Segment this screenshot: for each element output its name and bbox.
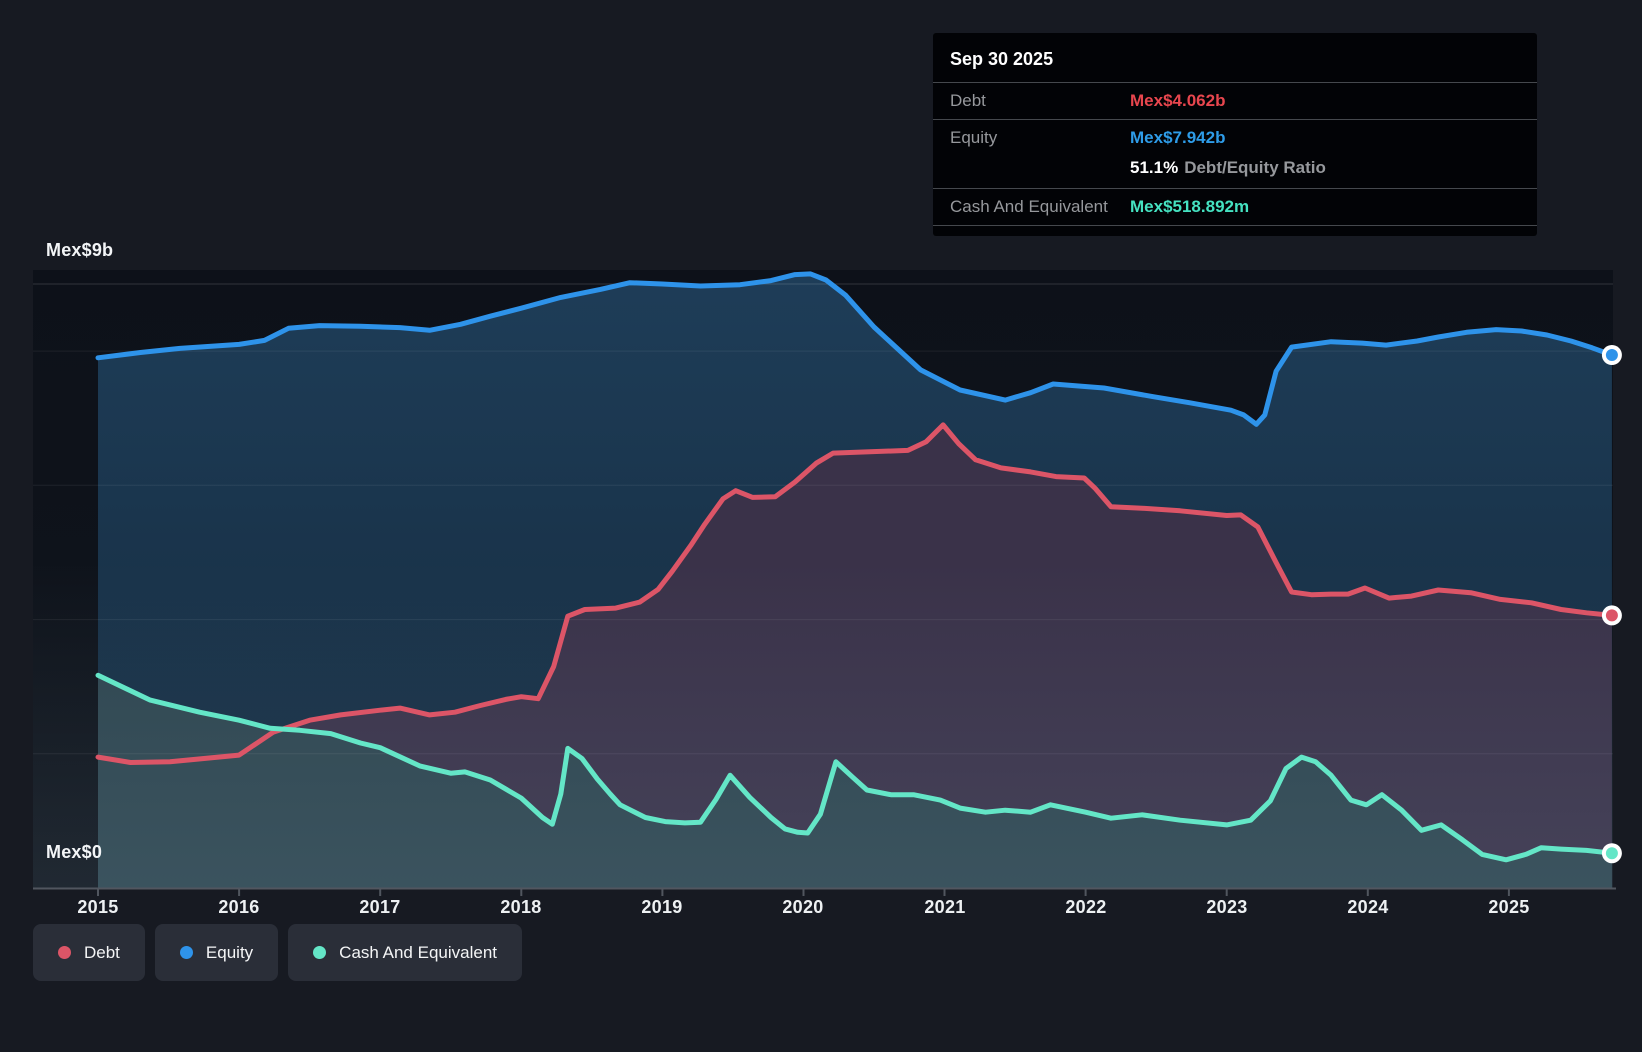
y-axis-max-label: Mex$9b: [46, 240, 114, 260]
tooltip-debt-label: Debt: [950, 91, 986, 110]
equity-legend-dot-icon: [179, 946, 193, 959]
x-tick-label-2016: 2016: [218, 897, 260, 917]
tooltip-row-cash: Cash And Equivalent Mex$518.892m: [933, 188, 1537, 226]
tooltip-row-ratio: 51.1% Debt/Equity Ratio: [933, 156, 1537, 188]
equity-endpoint-dot-inner: [1605, 349, 1618, 361]
x-tick-label-2017: 2017: [359, 897, 401, 917]
bottom-haze: [33, 560, 1613, 888]
cash-and-equivalent-line: [95, 672, 1615, 863]
x-tick-label-2025: 2025: [1488, 897, 1530, 917]
legend-chip-debt[interactable]: Debt: [33, 924, 145, 981]
x-tick-label-2019: 2019: [641, 897, 683, 917]
y-axis-zero-label: Mex$0: [46, 842, 103, 862]
cash-legend-dot-icon: [313, 946, 327, 959]
x-tick-label-2022: 2022: [1065, 897, 1107, 917]
equity-line: [95, 271, 1615, 427]
tooltip-date: Sep 30 2025: [950, 49, 1054, 69]
debt-legend-dot-icon: [58, 946, 71, 959]
tooltip-cash-label: Cash And Equivalent: [950, 197, 1108, 216]
tooltip-equity-label: Equity: [950, 128, 998, 147]
x-tick-label-2021: 2021: [924, 897, 966, 917]
cash-and-equivalent-endpoint-dot-inner: [1605, 847, 1618, 860]
tooltip-row-equity: Equity Mex$7.942b: [933, 119, 1537, 156]
tooltip-equity-value: Mex$7.942b: [1130, 128, 1226, 147]
legend-chip-equity[interactable]: Equity: [154, 924, 279, 981]
tooltip-ratio-label: Debt/Equity Ratio: [1184, 158, 1326, 177]
chart-tooltip: Sep 30 2025 Debt Mex$4.062b Equity Mex$7…: [933, 33, 1537, 236]
legend-cash-label: Cash And Equivalent: [339, 942, 498, 962]
tooltip-ratio-value: 51.1%: [1130, 158, 1179, 177]
tooltip-debt-value: Mex$4.062b: [1130, 91, 1226, 110]
chart-legend: Debt Equity Cash And Equivalent: [33, 924, 523, 981]
x-tick-label-2015: 2015: [77, 897, 119, 917]
tooltip-row-debt: Debt Mex$4.062b: [933, 82, 1537, 119]
x-tick-label-2023: 2023: [1206, 897, 1248, 917]
legend-chip-cash[interactable]: Cash And Equivalent: [288, 924, 523, 981]
tooltip-cash-value: Mex$518.892m: [1130, 197, 1250, 216]
debt-line: [95, 422, 1615, 765]
legend-equity-label: Equity: [205, 942, 254, 962]
legend-debt-label: Debt: [84, 942, 120, 962]
x-tick-label-2024: 2024: [1347, 897, 1389, 917]
debt-endpoint-dot-inner: [1605, 609, 1618, 622]
x-tick-label-2018: 2018: [500, 897, 542, 917]
x-tick-label-2020: 2020: [782, 897, 824, 917]
